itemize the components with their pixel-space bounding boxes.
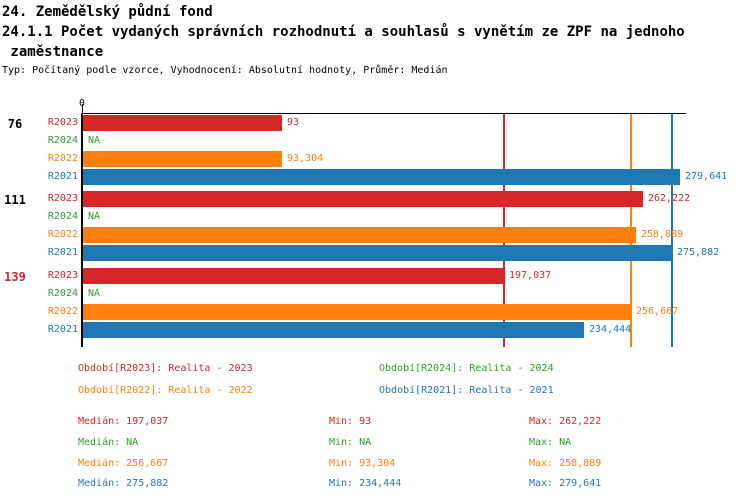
bar-r2021-group-111 (83, 245, 672, 261)
series-label-r2022: R2022 (47, 153, 78, 164)
stat-max-r2021: Max: 279,641 (529, 478, 602, 489)
bar-r2021-group-76 (83, 169, 680, 185)
stat-median-r2022: Medián: 256,667 (78, 458, 169, 469)
stat-min-r2021: Min: 234,444 (329, 478, 402, 489)
group-label-139: 139 (4, 270, 26, 284)
legend-item-r2021: Období[R2021]: Realita - 2021 (379, 385, 554, 396)
stat-max-r2023: Max: 262,222 (529, 416, 602, 427)
bar-r2022-group-139 (83, 304, 631, 320)
series-label-r2024: R2024 (47, 135, 78, 146)
bar-value-label: 256,667 (636, 306, 679, 317)
series-label-r2021: R2021 (47, 171, 78, 182)
bar-value-label: 197,037 (509, 270, 552, 281)
series-label-r2022: R2022 (47, 229, 78, 240)
bar-value-label: 93,304 (287, 153, 324, 164)
series-label-r2023: R2023 (47, 193, 78, 204)
series-label-r2023: R2023 (47, 270, 78, 281)
page-subtitle-line2: zaměstnance (2, 44, 104, 60)
stat-max-r2022: Max: 258,889 (529, 458, 602, 469)
series-label-r2024: R2024 (47, 211, 78, 222)
bar-r2023-group-111 (83, 191, 643, 207)
bar-r2023-group-139 (83, 268, 504, 284)
page-subtitle-line1: 24.1.1 Počet vydaných správních rozhodnu… (2, 24, 685, 40)
stat-min-r2023: Min: 93 (329, 416, 372, 427)
category-axis-line (81, 113, 83, 347)
series-label-r2021: R2021 (47, 247, 78, 258)
bar-r2023-group-76 (83, 115, 282, 131)
group-label-111: 111 (4, 193, 26, 207)
bar-na-label: NA (88, 288, 101, 299)
bar-chart: 0 76 R2023 93 R2024 NA R2022 93,304 R2021 279,641… (4, 98, 728, 347)
series-label-r2023: R2023 (47, 117, 78, 128)
bar-r2021-group-139 (83, 322, 584, 338)
bar-value-label: 93 (287, 117, 300, 128)
bar-r2022-group-111 (83, 227, 636, 243)
bar-r2022-group-76 (83, 151, 282, 167)
bar-value-label: 279,641 (685, 171, 728, 182)
series-label-r2022: R2022 (47, 306, 78, 317)
series-label-r2024: R2024 (47, 288, 78, 299)
stat-median-r2021: Medián: 275,882 (78, 478, 169, 489)
zero-tick-mark (82, 104, 83, 113)
bar-value-label: 234,444 (589, 324, 632, 335)
stat-min-r2024: Min: NA (329, 437, 372, 448)
bar-value-label: 262,222 (648, 193, 691, 204)
legend-item-r2024: Období[R2024]: Realita - 2024 (379, 363, 554, 374)
zero-tick-label: 0 (78, 98, 86, 109)
stat-max-r2024: Max: NA (529, 437, 572, 448)
bar-na-label: NA (88, 211, 101, 222)
stat-median-r2023: Medián: 197,037 (78, 416, 169, 427)
legend-item-r2022: Období[R2022]: Realita - 2022 (78, 385, 253, 396)
bar-value-label: 258,889 (641, 229, 684, 240)
page-title: 24. Zemědělský půdní fond (2, 4, 213, 20)
stat-median-r2024: Medián: NA (78, 437, 139, 448)
report-meta: Typ: Počítaný podle vzorce, Vyhodnocení:… (2, 65, 448, 76)
group-label-76: 76 (7, 117, 23, 131)
stat-min-r2022: Min: 93,304 (329, 458, 396, 469)
value-axis-line (81, 113, 686, 114)
bar-na-label: NA (88, 135, 101, 146)
bar-value-label: 275,882 (677, 247, 720, 258)
median-line-r2021 (671, 114, 673, 347)
series-label-r2021: R2021 (47, 324, 78, 335)
legend-item-r2023: Období[R2023]: Realita - 2023 (78, 363, 253, 374)
